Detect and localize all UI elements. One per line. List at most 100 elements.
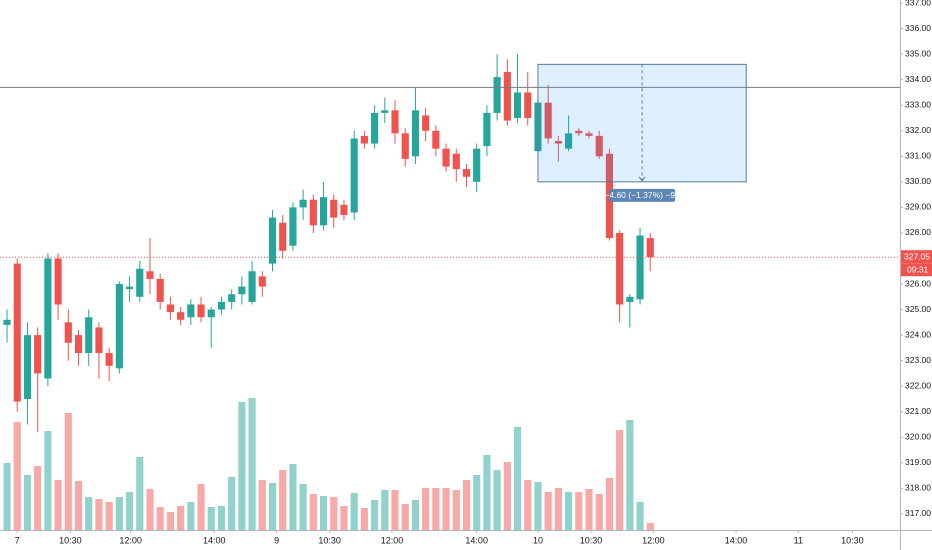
overlay-layer: −4.60 (−1.37%) −92 (0, 63, 900, 258)
x-tick-label: 14:00 (465, 535, 488, 545)
candle-body (115, 284, 123, 369)
volume-bar (54, 480, 62, 530)
x-tick-label: 14:00 (725, 535, 748, 545)
candle-body (401, 133, 409, 159)
candle-body (524, 92, 532, 119)
candle-body (360, 135, 368, 144)
volume-bar (95, 499, 103, 530)
candle-body (105, 352, 113, 366)
x-tick-label: 10 (533, 535, 543, 545)
volume-bar (238, 402, 246, 530)
volume-layer (3, 398, 654, 530)
candle-body (565, 133, 573, 149)
volume-bar (74, 481, 83, 530)
candle-body (207, 309, 215, 318)
y-tick-label: 333.00 (905, 99, 931, 109)
volume-bar (166, 512, 174, 530)
candle-body (85, 317, 93, 353)
volume-bar (146, 489, 154, 530)
y-tick-label: 325.00 (905, 304, 931, 314)
candle-body (422, 115, 430, 131)
candle-body (319, 197, 328, 226)
candle-body (136, 268, 144, 297)
candle-body (636, 235, 644, 300)
candle-body (289, 207, 297, 246)
volume-bar (534, 482, 542, 530)
candle-body (462, 169, 471, 177)
volume-bar (513, 427, 522, 530)
y-tick-label: 318.00 (905, 483, 931, 493)
volume-bar (575, 492, 583, 530)
candle-body (554, 140, 562, 144)
candle-body (166, 304, 174, 313)
candle-body (74, 335, 83, 353)
volume-bar (13, 422, 21, 530)
volume-bar (626, 420, 634, 530)
volume-bar (524, 480, 532, 530)
measure-label: −4.60 (−1.37%) −92 (604, 190, 680, 200)
candle-body (626, 296, 634, 302)
volume-bar (565, 492, 573, 530)
volume-bar (177, 506, 185, 530)
candle-body (503, 72, 511, 121)
volume-bar (636, 502, 644, 530)
volume-bar (228, 477, 236, 530)
y-tick-label: 331.00 (905, 151, 931, 161)
volume-bar (371, 500, 379, 530)
candle-body (279, 222, 287, 251)
candle-body (187, 304, 195, 318)
candle-body (248, 271, 256, 302)
volume-bar (646, 523, 654, 530)
volume-bar (411, 500, 420, 530)
x-tick-label: 10:30 (59, 535, 82, 545)
candle-body (13, 263, 21, 402)
candle-body (34, 335, 42, 374)
candle-body (473, 148, 481, 182)
candle-body (238, 286, 246, 295)
y-tick-label: 329.00 (905, 202, 931, 212)
volume-bar (483, 455, 491, 530)
x-tick-label: 7 (15, 535, 20, 545)
candle-body (340, 204, 348, 216)
x-tick-label: 12:00 (381, 535, 404, 545)
candle-body (299, 199, 307, 208)
y-tick-label: 334.00 (905, 74, 931, 84)
volume-bar (319, 496, 328, 530)
volume-bar (279, 470, 287, 530)
candle-body (411, 110, 420, 157)
candle-body (381, 110, 389, 113)
y-tick-label: 317.00 (905, 508, 931, 518)
candle-body (483, 112, 491, 147)
candle-body (217, 301, 226, 310)
volume-bar (207, 507, 215, 530)
volume-bar (473, 475, 481, 530)
candle-body (156, 278, 164, 302)
candle-body (268, 217, 277, 264)
volume-bar (3, 463, 11, 530)
candle-body (177, 312, 185, 320)
volume-bar (268, 483, 277, 530)
volume-bar (432, 488, 440, 530)
volume-bar (115, 497, 123, 530)
candle-body (432, 130, 440, 149)
y-tick-label: 335.00 (905, 48, 931, 58)
last-price-label: 327.05 (904, 251, 930, 261)
candle-body (391, 110, 399, 134)
candle-body (309, 199, 317, 226)
candle-body (646, 238, 654, 258)
candle-body (146, 271, 154, 279)
x-tick-label: 11 (794, 535, 803, 545)
candle-body (544, 102, 552, 139)
volume-bar (125, 492, 134, 530)
volume-bar (187, 502, 195, 530)
x-tick-label: 14:00 (203, 535, 226, 545)
y-tick-label: 332.00 (905, 125, 931, 135)
x-tick-label: 12:00 (119, 535, 142, 545)
volume-bar (34, 466, 42, 530)
candle-body (64, 322, 72, 343)
y-tick-label: 319.00 (905, 457, 931, 467)
volume-bar (340, 506, 348, 530)
volume-bar (391, 490, 399, 530)
volume-bar (23, 475, 32, 530)
